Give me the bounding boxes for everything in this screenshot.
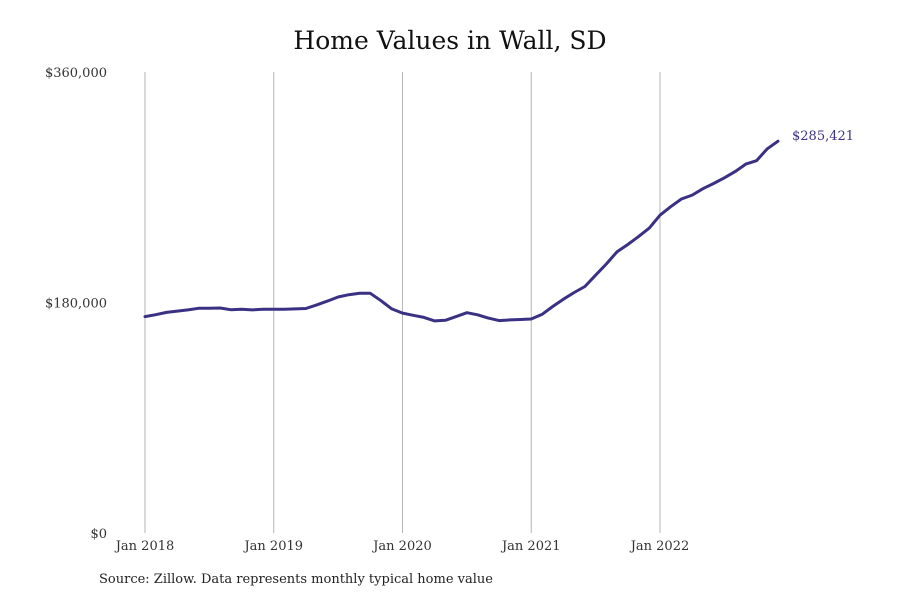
- x-tick-label: Jan 2020: [371, 539, 432, 554]
- y-axis-ticks: $0 $180,000 $360,000: [45, 66, 107, 542]
- y-tick-label: $0: [90, 527, 107, 542]
- home-value-series-line: [143, 139, 780, 323]
- x-axis-ticks: Jan 2018 Jan 2019 Jan 2020 Jan 2021 Jan 2022: [114, 539, 690, 554]
- chart-title: Home Values in Wall, SD: [293, 26, 607, 55]
- x-tick-label: Jan 2022: [629, 539, 690, 554]
- x-tick-label: Jan 2018: [114, 539, 175, 554]
- y-tick-label: $360,000: [45, 66, 107, 81]
- x-tick-label: Jan 2021: [500, 539, 561, 554]
- x-tick-label: Jan 2019: [242, 539, 303, 554]
- end-value-label: $285,421: [792, 129, 854, 144]
- source-note: Source: Zillow. Data represents monthly …: [99, 572, 493, 587]
- grid-lines: [144, 72, 661, 533]
- y-tick-label: $180,000: [45, 297, 107, 312]
